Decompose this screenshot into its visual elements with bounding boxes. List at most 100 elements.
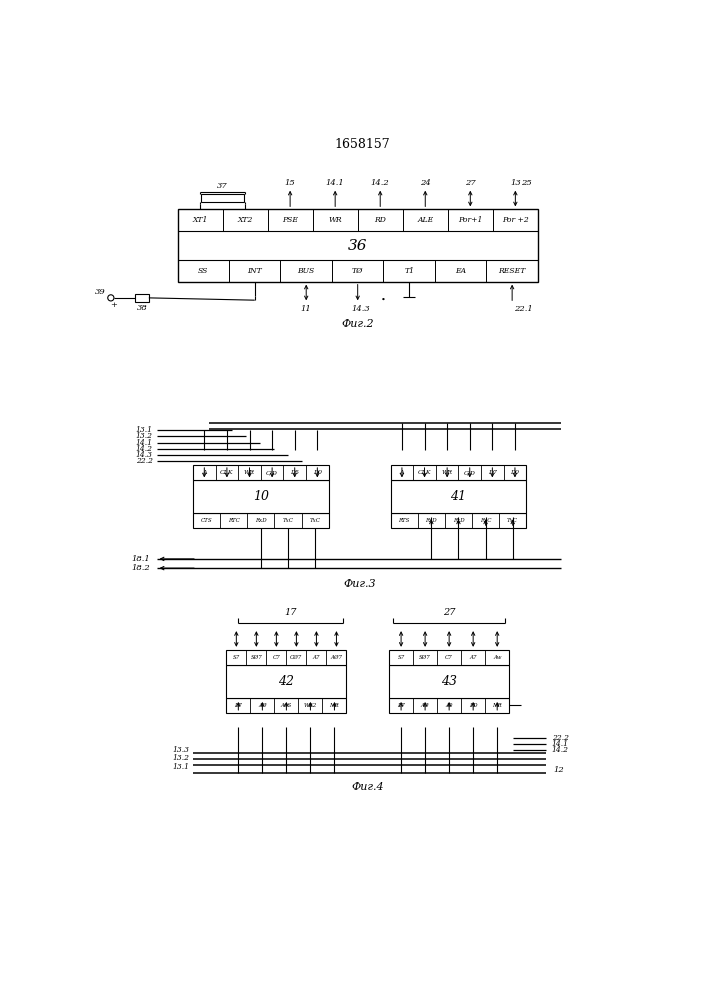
- Text: 18.1: 18.1: [132, 555, 151, 563]
- Text: S7: S7: [233, 655, 240, 660]
- Text: MR: MR: [492, 703, 502, 708]
- Text: PSE: PSE: [282, 216, 298, 224]
- Text: D5: D5: [290, 470, 299, 475]
- Text: AØ: AØ: [258, 703, 267, 708]
- Text: 14.3: 14.3: [136, 451, 153, 459]
- Text: 18.2: 18.2: [132, 564, 151, 572]
- Text: 14.2: 14.2: [552, 746, 569, 754]
- Text: 14.2: 14.2: [371, 179, 390, 187]
- Text: 14.3: 14.3: [351, 305, 370, 313]
- Text: 13: 13: [510, 179, 521, 187]
- Text: +: +: [110, 301, 117, 309]
- Text: BUS: BUS: [298, 267, 315, 275]
- Bar: [193, 480, 329, 513]
- Text: A0S: A0S: [281, 703, 292, 708]
- Text: 13.3: 13.3: [172, 746, 189, 754]
- Text: SS: SS: [198, 267, 209, 275]
- Text: RTC: RTC: [228, 518, 240, 523]
- Text: MR: MR: [329, 703, 339, 708]
- Text: 1658157: 1658157: [334, 138, 390, 151]
- Bar: [226, 665, 346, 698]
- Bar: [389, 665, 509, 698]
- Text: 14.1: 14.1: [136, 439, 153, 447]
- Text: XT1: XT1: [192, 216, 208, 224]
- Text: EA: EA: [455, 267, 466, 275]
- Text: AØ: AØ: [421, 703, 429, 708]
- Text: RTS: RTS: [399, 518, 410, 523]
- Text: Фиг.3: Фиг.3: [344, 579, 376, 589]
- Bar: [226, 650, 346, 665]
- Text: Por+1: Por+1: [458, 216, 482, 224]
- Text: Por +2: Por +2: [502, 216, 529, 224]
- Text: 22.2: 22.2: [136, 457, 153, 465]
- Text: SØ7: SØ7: [419, 655, 431, 660]
- Text: Aw: Aw: [493, 655, 501, 660]
- Text: S7: S7: [397, 655, 404, 660]
- Text: A7: A7: [312, 655, 320, 660]
- Text: 12: 12: [554, 766, 564, 774]
- Bar: [389, 650, 509, 665]
- Text: 25: 25: [521, 179, 532, 187]
- Text: Фиг.4: Фиг.4: [351, 782, 384, 792]
- Text: 42: 42: [279, 675, 294, 688]
- Bar: [177, 209, 538, 282]
- Text: 39: 39: [95, 288, 105, 296]
- Text: TxC: TxC: [310, 518, 320, 523]
- Text: TxC: TxC: [282, 518, 293, 523]
- Text: 14.1: 14.1: [552, 740, 569, 748]
- Text: 15: 15: [285, 179, 296, 187]
- Text: TxC: TxC: [507, 518, 518, 523]
- Text: SØ7: SØ7: [250, 655, 262, 660]
- Text: D7: D7: [235, 703, 243, 708]
- Text: TØ: TØ: [352, 267, 363, 275]
- Text: 17: 17: [284, 608, 296, 617]
- Text: A: A: [202, 470, 206, 475]
- Text: 13.2: 13.2: [136, 432, 153, 440]
- Text: C/D: C/D: [464, 470, 476, 475]
- Text: 22.1: 22.1: [515, 305, 533, 313]
- Text: CLK: CLK: [220, 470, 233, 475]
- Text: RxD: RxD: [426, 518, 437, 523]
- Text: 13.2: 13.2: [172, 754, 189, 762]
- Text: RxC: RxC: [480, 518, 491, 523]
- Text: Фиг.2: Фиг.2: [341, 319, 374, 329]
- Text: 11: 11: [301, 305, 312, 313]
- Text: D0: D0: [312, 470, 322, 475]
- Text: A0: A0: [445, 703, 453, 708]
- Text: 36: 36: [348, 239, 368, 253]
- Text: 24: 24: [420, 179, 431, 187]
- Bar: [391, 480, 526, 513]
- Bar: [391, 513, 526, 528]
- Bar: [226, 698, 346, 713]
- Text: CTS: CTS: [201, 518, 212, 523]
- Text: CLK: CLK: [418, 470, 431, 475]
- Text: RxD: RxD: [255, 518, 267, 523]
- Text: WR: WR: [442, 470, 452, 475]
- Bar: [201, 194, 245, 202]
- Bar: [391, 465, 526, 480]
- Text: D0: D0: [510, 470, 520, 475]
- Bar: [135, 294, 149, 302]
- Text: C/D: C/D: [266, 470, 278, 475]
- Text: C7: C7: [272, 655, 280, 660]
- Text: 38: 38: [136, 304, 147, 312]
- Text: 41: 41: [450, 490, 467, 503]
- Text: CØ7: CØ7: [291, 655, 303, 660]
- Bar: [389, 698, 509, 713]
- Text: D7: D7: [397, 703, 405, 708]
- Text: WR: WR: [244, 470, 255, 475]
- Text: D7: D7: [488, 470, 497, 475]
- Text: RxD: RxD: [452, 518, 464, 523]
- Bar: [193, 513, 329, 528]
- Text: 10: 10: [253, 490, 269, 503]
- Text: ALE: ALE: [417, 216, 433, 224]
- Text: XT2: XT2: [238, 216, 253, 224]
- Text: INT: INT: [247, 267, 262, 275]
- Text: •: •: [381, 295, 386, 303]
- Text: 27: 27: [443, 608, 455, 617]
- Text: RESET: RESET: [498, 267, 526, 275]
- Text: T1: T1: [404, 267, 414, 275]
- Text: 37: 37: [217, 182, 228, 190]
- Text: AØ7: AØ7: [330, 655, 342, 660]
- Text: 13.1: 13.1: [172, 763, 189, 771]
